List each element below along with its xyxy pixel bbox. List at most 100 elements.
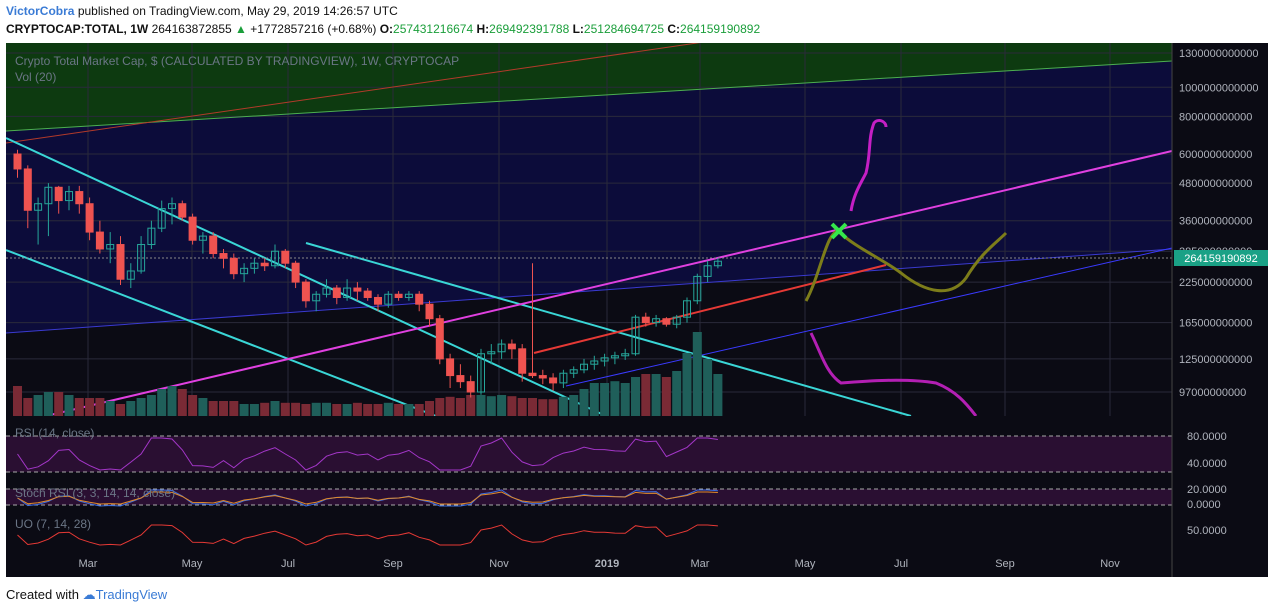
volume-bar: [497, 395, 507, 416]
red-support-line: [533, 264, 887, 354]
volume-bar: [332, 404, 342, 416]
volume-bar: [270, 401, 280, 416]
price-tick-label: 480000000000: [1179, 178, 1252, 190]
candle-body: [106, 244, 115, 250]
volume-bar: [188, 395, 198, 416]
cyan-downtrend-upper: [6, 137, 607, 416]
volume-bar: [425, 401, 434, 416]
stoch-band: [6, 489, 1172, 505]
candle-body: [126, 270, 135, 280]
volume-bar: [146, 395, 156, 416]
candle-body: [65, 191, 73, 202]
volume-bar: [631, 377, 640, 416]
candle-body: [44, 186, 53, 205]
candle-body: [188, 216, 197, 241]
last-price: 264163872855: [151, 22, 232, 36]
candle-body: [456, 375, 465, 383]
volume-bar: [177, 389, 187, 416]
up-arrow-icon: ▲: [235, 22, 247, 36]
publish-meta: published on TradingView.com, May 29, 20…: [77, 4, 398, 18]
author-link[interactable]: VictorCobra: [6, 4, 75, 18]
volume-bar: [528, 398, 537, 416]
tradingview-logo-icon[interactable]: ☁: [82, 587, 96, 602]
volume-bar: [404, 404, 414, 416]
candle-body: [631, 316, 640, 355]
volume-bar: [548, 399, 558, 416]
candle-body: [497, 343, 506, 353]
time-tick-label: Mar: [691, 558, 710, 570]
volume-bar: [249, 404, 259, 416]
close-label: C:: [667, 22, 681, 36]
volume-bar: [208, 401, 218, 416]
price-axis[interactable]: [1172, 43, 1268, 577]
volume-bar: [116, 404, 125, 416]
volume-bar: [33, 395, 43, 416]
rsi-line: [17, 437, 718, 471]
volume-bar: [126, 401, 136, 416]
last-price-tag: [1174, 250, 1268, 266]
candle-body: [85, 203, 94, 233]
price-tick-label: 165000000000: [1179, 318, 1252, 330]
time-axis[interactable]: [6, 551, 1172, 577]
candle-body: [168, 203, 176, 210]
candle-body: [332, 287, 341, 298]
price-tick-label: 97000000000: [1179, 387, 1246, 399]
chart-svg[interactable]: Crypto Total Market Cap, $ (CALCULATED B…: [6, 43, 1268, 577]
volume-bar: [291, 402, 301, 416]
volume-bar: [198, 398, 208, 416]
volume-bar: [476, 395, 486, 416]
volume-bar: [311, 402, 321, 416]
candle-body: [580, 363, 588, 371]
candle-body: [95, 231, 104, 250]
volume-bar: [136, 398, 146, 416]
candle-body: [590, 360, 599, 365]
candle-body: [322, 287, 331, 295]
candle-body: [260, 262, 269, 267]
open-value: 257431216674: [393, 22, 474, 36]
high-value: 269492391788: [489, 22, 570, 36]
volume-bar: [455, 398, 465, 416]
volume-bar: [713, 374, 723, 416]
volume-bar: [600, 383, 610, 416]
volume-bar: [260, 402, 270, 416]
created-with-text: Created with: [6, 587, 79, 602]
volume-bar: [363, 404, 373, 416]
candle-body: [23, 168, 32, 211]
volume-bar: [157, 389, 167, 416]
candle-body: [446, 358, 455, 377]
candle-body: [518, 348, 527, 374]
volume-bar: [610, 381, 620, 416]
time-tick-label: May: [182, 558, 203, 570]
price-tick-label: 125000000000: [1179, 354, 1252, 366]
price-tick-label: 600000000000: [1179, 149, 1252, 161]
candle-body: [425, 303, 434, 320]
chart-area[interactable]: Crypto Total Market Cap, $ (CALCULATED B…: [6, 43, 1268, 577]
volume-bar: [538, 399, 548, 416]
candle-body: [34, 203, 43, 211]
volume-bar: [74, 398, 84, 416]
olive-projection-path: [804, 229, 1008, 302]
main-pane-title: Crypto Total Market Cap, $ (CALCULATED B…: [15, 54, 459, 68]
volume-bar: [383, 402, 393, 416]
candle-body: [641, 316, 650, 324]
time-tick-label: Jul: [894, 558, 908, 570]
volume-bar: [105, 401, 115, 416]
volume-bar: [641, 374, 651, 416]
volume-bar: [373, 404, 383, 416]
volume-bar: [486, 396, 496, 416]
candle-body: [621, 353, 630, 357]
price-tick-label: 1000000000000: [1179, 82, 1259, 94]
candle-body: [466, 381, 475, 393]
candle-body: [54, 186, 63, 202]
time-tick-label: 2019: [595, 558, 619, 570]
candle-body: [683, 300, 691, 318]
volume-bar: [239, 404, 249, 416]
candle-body: [507, 343, 516, 350]
uo-title: UO (7, 14, 28): [15, 517, 91, 531]
uo-pane[interactable]: [6, 518, 1172, 551]
price-tick-label: 800000000000: [1179, 111, 1252, 123]
volume-bar: [703, 359, 713, 416]
tradingview-brand[interactable]: TradingView: [95, 587, 168, 602]
candle-body: [538, 375, 547, 379]
volume-bar: [301, 404, 311, 416]
